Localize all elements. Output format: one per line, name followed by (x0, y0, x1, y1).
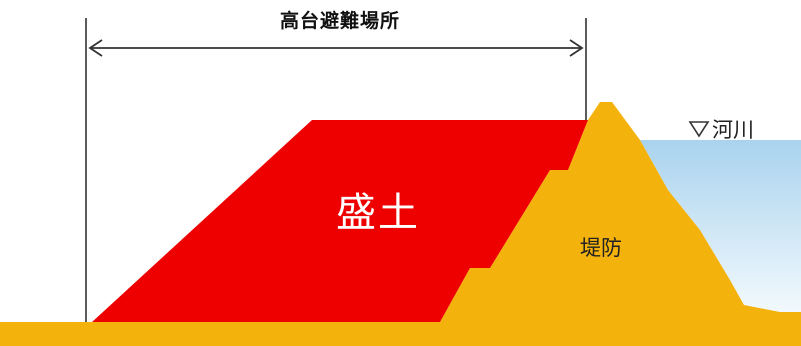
levee (0, 102, 801, 346)
river-label: 河川 (712, 118, 754, 142)
left-arrowhead (88, 39, 103, 57)
river-water (640, 140, 801, 312)
embankment-label: 盛土 (336, 190, 420, 236)
triangle-down-icon (688, 121, 710, 138)
embankment (92, 120, 588, 322)
levee-label: 堤防 (580, 236, 622, 260)
right-arrowhead (569, 39, 584, 57)
span-label: 高台避難場所 (279, 10, 400, 32)
